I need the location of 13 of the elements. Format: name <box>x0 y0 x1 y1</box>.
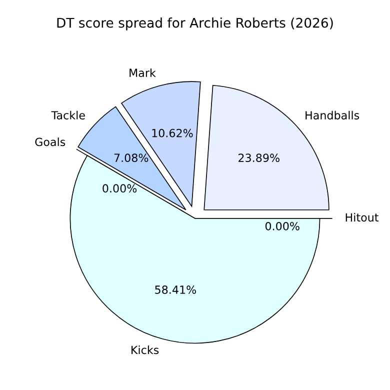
data-label: 23.89% <box>238 154 280 162</box>
category-label: Hitout <box>346 213 378 222</box>
slice-label: Kicks <box>132 346 159 354</box>
chart-title: DT score spread for Archie Roberts (2026) <box>57 18 333 30</box>
data-label: 10.62% <box>152 128 193 138</box>
text: 0.00% <box>265 222 300 230</box>
slice-label: Mark <box>130 68 156 78</box>
slice-label: Tackle <box>51 110 85 120</box>
data-label: 7.08% <box>114 154 148 162</box>
text: 0.00% <box>102 184 137 193</box>
data-label: 58.41% <box>155 286 196 294</box>
slice-label: Handballs <box>306 110 360 120</box>
category-label: Goals <box>35 138 66 146</box>
